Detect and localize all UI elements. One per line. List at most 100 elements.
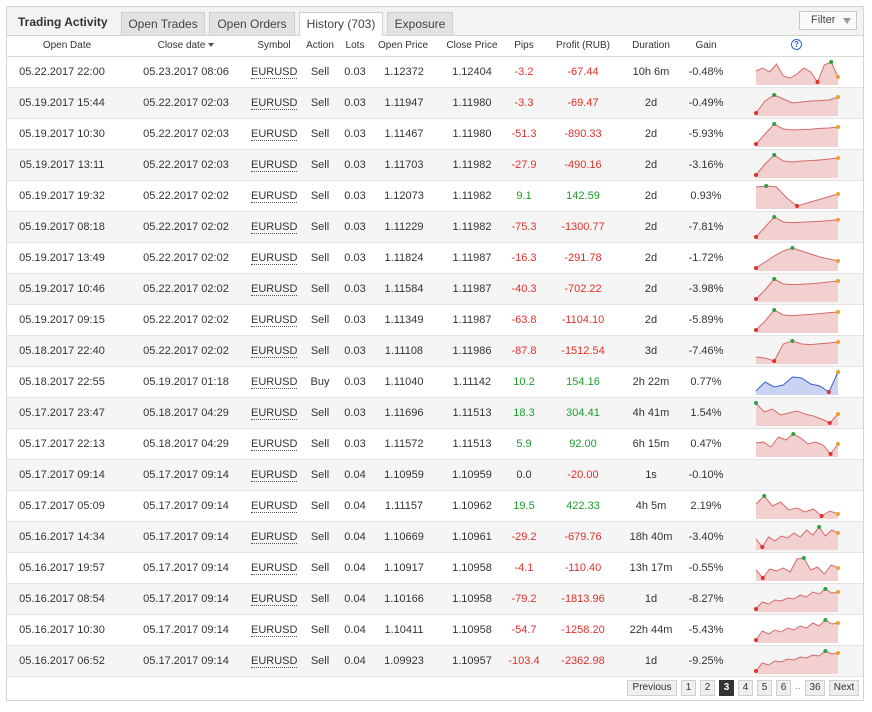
symbol-cell[interactable]: EURUSD	[251, 646, 298, 676]
symbol-cell[interactable]: EURUSD	[251, 150, 298, 180]
col-gain[interactable]: Gain	[695, 40, 717, 51]
table-row[interactable]: 05.19.2017 10:46 05.22.2017 02:02 EURUSD Se…	[7, 274, 863, 305]
symbol-cell[interactable]: EURUSD	[251, 274, 298, 304]
col-close-price[interactable]: Close Price	[446, 40, 498, 51]
tab-open-trades[interactable]: Open Trades	[121, 12, 205, 35]
symbol-cell[interactable]: EURUSD	[251, 553, 298, 583]
table-row[interactable]: 05.19.2017 10:30 05.22.2017 02:03 EURUSD Se…	[7, 119, 863, 150]
tab-open-orders[interactable]: Open Orders	[209, 12, 295, 35]
table-row[interactable]: 05.22.2017 22:00 05.23.2017 08:06 EURUSD Se…	[7, 57, 863, 88]
col-symbol[interactable]: Symbol	[257, 40, 291, 51]
symbol-cell[interactable]: EURUSD	[251, 181, 298, 211]
symbol-link[interactable]: EURUSD	[251, 190, 298, 203]
symbol-cell[interactable]: EURUSD	[251, 367, 298, 397]
col-action[interactable]: Action	[306, 40, 334, 51]
symbol-link[interactable]: EURUSD	[251, 128, 298, 141]
table-row[interactable]: 05.16.2017 19:57 05.17.2017 09:14 EURUSD Se…	[7, 553, 863, 584]
col-profit[interactable]: Profit (RUB)	[556, 40, 610, 51]
page-36-button[interactable]: 36	[805, 680, 825, 696]
profit-cell: -20.00	[567, 469, 599, 481]
symbol-link[interactable]: EURUSD	[251, 345, 298, 358]
symbol-cell[interactable]: EURUSD	[251, 57, 298, 87]
col-close-date[interactable]: Close date	[137, 40, 235, 51]
symbol-cell[interactable]: EURUSD	[251, 305, 298, 335]
symbol-cell[interactable]: EURUSD	[251, 522, 298, 552]
symbol-link[interactable]: EURUSD	[251, 438, 298, 451]
symbol-link[interactable]: EURUSD	[251, 283, 298, 296]
symbol-link[interactable]: EURUSD	[251, 252, 298, 265]
symbol-link[interactable]: EURUSD	[251, 407, 298, 420]
symbol-cell[interactable]: EURUSD	[251, 398, 298, 428]
table-row[interactable]: 05.18.2017 22:40 05.22.2017 02:02 EURUSD Se…	[7, 336, 863, 367]
symbol-link[interactable]: EURUSD	[251, 221, 298, 234]
symbol-link[interactable]: EURUSD	[251, 66, 298, 79]
table-row[interactable]: 05.18.2017 22:55 05.19.2017 01:18 EURUSD Bu…	[7, 367, 863, 398]
symbol-cell[interactable]: EURUSD	[251, 429, 298, 459]
table-row[interactable]: 05.17.2017 05:09 05.17.2017 09:14 EURUSD Se…	[7, 491, 863, 522]
table-row[interactable]: 05.19.2017 13:11 05.22.2017 02:03 EURUSD Se…	[7, 150, 863, 181]
symbol-link[interactable]: EURUSD	[251, 593, 298, 606]
symbol-cell[interactable]: EURUSD	[251, 243, 298, 273]
tab-history[interactable]: History (703)	[299, 12, 383, 36]
symbol-cell[interactable]: EURUSD	[251, 584, 298, 614]
table-row[interactable]: 05.17.2017 22:13 05.18.2017 04:29 EURUSD Se…	[7, 429, 863, 460]
symbol-link[interactable]: EURUSD	[251, 314, 298, 327]
open-price-cell: 1.11947	[384, 97, 424, 109]
symbol-link[interactable]: EURUSD	[251, 655, 298, 668]
table-row[interactable]: 05.19.2017 08:18 05.22.2017 02:02 EURUSD Se…	[7, 212, 863, 243]
symbol-link[interactable]: EURUSD	[251, 97, 298, 110]
page-4-button[interactable]: 4	[738, 680, 753, 696]
sparkline-high-marker	[772, 122, 777, 126]
open-price-cell: 1.11349	[384, 314, 424, 326]
symbol-cell[interactable]: EURUSD	[251, 491, 298, 521]
table-row[interactable]: 05.19.2017 19:32 05.22.2017 02:02 EURUSD Se…	[7, 181, 863, 212]
col-open-date[interactable]: Open Date	[42, 40, 92, 51]
table-row[interactable]: 05.19.2017 15:44 05.22.2017 02:03 EURUSD Se…	[7, 88, 863, 119]
symbol-link[interactable]: EURUSD	[251, 159, 298, 172]
action-cell: Sell	[310, 624, 330, 636]
page-5-button[interactable]: 5	[757, 680, 772, 696]
table-row[interactable]: 05.17.2017 09:14 05.17.2017 09:14 EURUSD Se…	[7, 460, 863, 491]
page-2-button[interactable]: 2	[700, 680, 715, 696]
filter-button[interactable]: Filter	[799, 11, 857, 30]
help-icon[interactable]: ?	[791, 39, 802, 50]
table-row[interactable]: 05.19.2017 09:15 05.22.2017 02:02 EURUSD Se…	[7, 305, 863, 336]
symbol-link[interactable]: EURUSD	[251, 624, 298, 637]
col-lots[interactable]: Lots	[345, 40, 365, 51]
col-open-price[interactable]: Open Price	[377, 40, 429, 51]
symbol-link[interactable]: EURUSD	[251, 469, 298, 482]
page-1-button[interactable]: 1	[681, 680, 696, 696]
col-pips[interactable]: Pips	[514, 40, 534, 51]
table-row[interactable]: 05.16.2017 08:54 05.17.2017 09:14 EURUSD Se…	[7, 584, 863, 615]
tab-exposure[interactable]: Exposure	[387, 12, 453, 35]
symbol-link[interactable]: EURUSD	[251, 562, 298, 575]
symbol-link[interactable]: EURUSD	[251, 376, 298, 389]
duration-cell: 1s	[645, 469, 657, 481]
profit-cell: -2362.98	[561, 655, 605, 667]
symbol-cell[interactable]: EURUSD	[251, 212, 298, 242]
previous-page-button[interactable]: Previous	[627, 680, 677, 696]
open-price-cell: 1.11157	[384, 500, 424, 512]
table-row[interactable]: 05.17.2017 23:47 05.18.2017 04:29 EURUSD Se…	[7, 398, 863, 429]
col-duration[interactable]: Duration	[632, 40, 670, 51]
trade-sparkline	[754, 277, 840, 302]
symbol-cell[interactable]: EURUSD	[251, 119, 298, 149]
lots-cell: 0.03	[344, 314, 366, 326]
table-row[interactable]: 05.16.2017 14:34 05.17.2017 09:14 EURUSD Se…	[7, 522, 863, 553]
sparkline-close-marker	[836, 531, 840, 535]
sparkline-close-marker	[836, 95, 840, 99]
table-row[interactable]: 05.16.2017 10:30 05.17.2017 09:14 EURUSD Se…	[7, 615, 863, 646]
action-cell: Sell	[310, 97, 330, 109]
symbol-link[interactable]: EURUSD	[251, 531, 298, 544]
symbol-cell[interactable]: EURUSD	[251, 336, 298, 366]
symbol-cell[interactable]: EURUSD	[251, 88, 298, 118]
symbol-cell[interactable]: EURUSD	[251, 460, 298, 490]
symbol-link[interactable]: EURUSD	[251, 500, 298, 513]
page-3-button[interactable]: 3	[719, 680, 734, 696]
page-6-button[interactable]: 6	[776, 680, 791, 696]
table-row[interactable]: 05.16.2017 06:52 05.17.2017 09:14 EURUSD Se…	[7, 646, 863, 677]
next-page-button[interactable]: Next	[829, 680, 859, 696]
table-row[interactable]: 05.19.2017 13:49 05.22.2017 02:02 EURUSD Se…	[7, 243, 863, 274]
profit-cell: 304.41	[566, 407, 600, 419]
symbol-cell[interactable]: EURUSD	[251, 615, 298, 645]
